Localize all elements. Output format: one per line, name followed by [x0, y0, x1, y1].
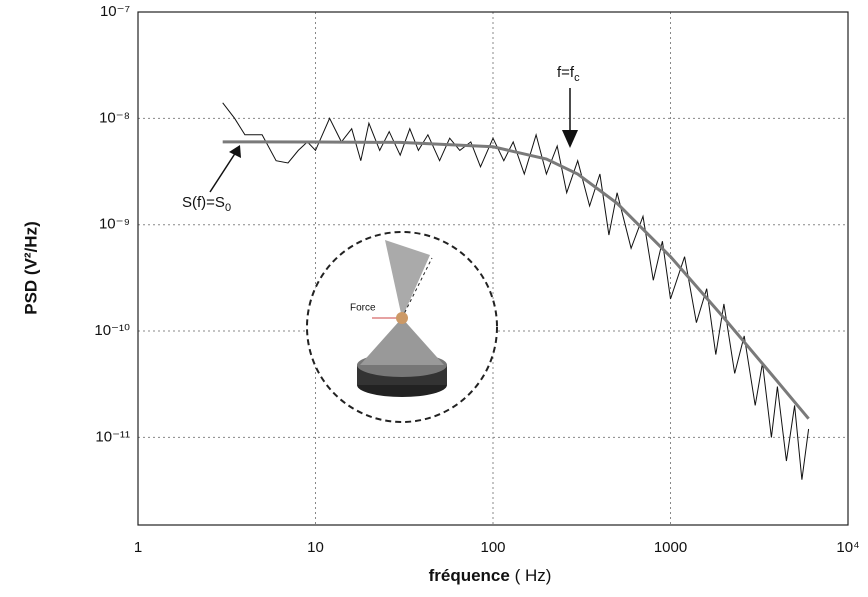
annotation-sub: 0: [225, 202, 231, 214]
plot-frame: [137, 11, 849, 526]
x-axis-label: fréquence ( Hz): [429, 566, 552, 585]
y-tick-label: 10⁻⁷: [100, 3, 130, 20]
annotation: S(f)=S0: [182, 194, 231, 214]
arrow-head: [562, 130, 578, 148]
y-tick-label: 10⁻⁹: [99, 216, 130, 233]
annotation-text: f=f: [557, 64, 575, 81]
y-tick-label: 10⁻¹⁰: [94, 322, 130, 339]
annotation-arrow: [209, 151, 237, 193]
inset: Force: [306, 231, 498, 423]
x-label-main: fréquence: [429, 566, 510, 585]
y-tick-label: 10⁻⁸: [99, 109, 130, 126]
annotation-sub: c: [574, 72, 580, 84]
x-tick-label: 100: [480, 539, 505, 556]
x-tick-label: 10: [307, 539, 324, 556]
y-axis-label: PSD (V²/Hz): [21, 221, 40, 315]
annotation-text: S(f)=S: [182, 194, 225, 211]
x-tick-label: 1: [134, 539, 142, 556]
annotation: f=fc: [557, 64, 580, 84]
inset-label: Force: [350, 303, 376, 314]
y-tick-label: 10⁻¹¹: [95, 428, 130, 445]
x-label-unit: ( Hz): [515, 566, 552, 585]
x-tick-label: 10⁴: [836, 539, 859, 556]
x-tick-label: 1000: [654, 539, 687, 556]
arrow-head: [229, 145, 241, 158]
data-line: [222, 140, 810, 420]
data-line: [222, 102, 810, 480]
